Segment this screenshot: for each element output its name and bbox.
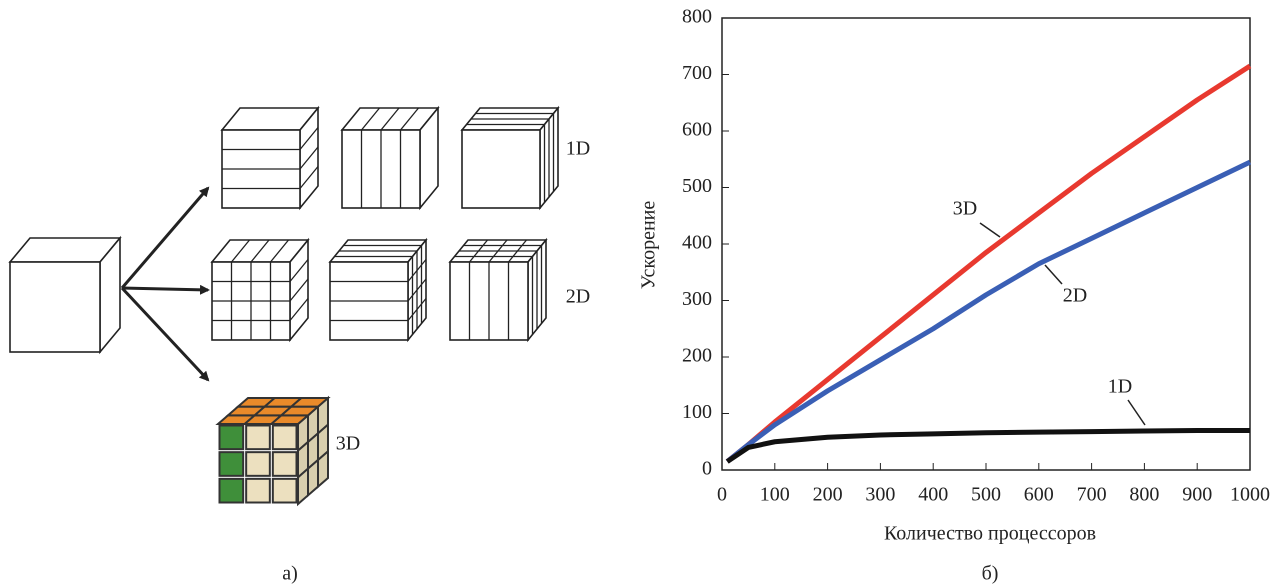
rubik-front [220,479,244,503]
x-tick-label: 1000 [1230,484,1270,506]
figure: 1D 2D 3D а) б) Количество процессоров Ус… [0,0,1287,587]
series-line [727,162,1250,461]
arrow [122,188,208,288]
y-tick-label: 200 [682,345,712,367]
rubik-front [273,479,297,503]
y-tick-label: 600 [682,119,712,141]
caption-b: б) [982,563,999,585]
arrow [122,288,208,380]
cube-front [10,262,100,352]
x-tick-label: 900 [1182,484,1212,506]
label-2d: 2D [566,286,590,308]
y-tick-label: 0 [702,458,712,480]
y-tick-label: 300 [682,288,712,310]
rubik-front [246,452,270,476]
caption-a: а) [282,563,298,585]
y-tick-label: 800 [682,6,712,28]
x-tick-label: 200 [813,484,843,506]
x-tick-label: 300 [865,484,895,506]
rubik-front [273,426,297,450]
x-tick-label: 100 [760,484,790,506]
x-tick-label: 400 [918,484,948,506]
label-3d: 3D [336,433,360,455]
series-line [727,430,1250,461]
x-tick-label: 700 [1077,484,1107,506]
label-1d: 1D [566,138,590,160]
rubik-front [273,452,297,476]
series-label: 1D [1108,376,1132,398]
y-tick-label: 500 [682,175,712,197]
leader-line [1128,400,1145,425]
y-axis-label: Ускорение [638,201,660,290]
x-tick-label: 800 [1129,484,1159,506]
x-tick-label: 600 [1024,484,1054,506]
rubik-front [220,452,244,476]
rubik-front [246,426,270,450]
rubik-front [246,479,270,503]
x-tick-label: 500 [971,484,1001,506]
decomposition-diagram: 1D 2D 3D а) [10,108,590,585]
arrow [122,288,208,290]
y-tick-label: 400 [682,232,712,254]
rubik-front [220,426,244,450]
y-tick-label: 100 [682,401,712,423]
series-label: 2D [1063,285,1087,307]
y-tick-label: 700 [682,62,712,84]
x-tick-label: 0 [717,484,727,506]
series-label: 3D [953,198,977,220]
cube-front [462,130,540,208]
leader-line [1045,265,1062,284]
x-axis-label: Количество процессоров [884,523,1096,545]
leader-line [980,223,1000,237]
